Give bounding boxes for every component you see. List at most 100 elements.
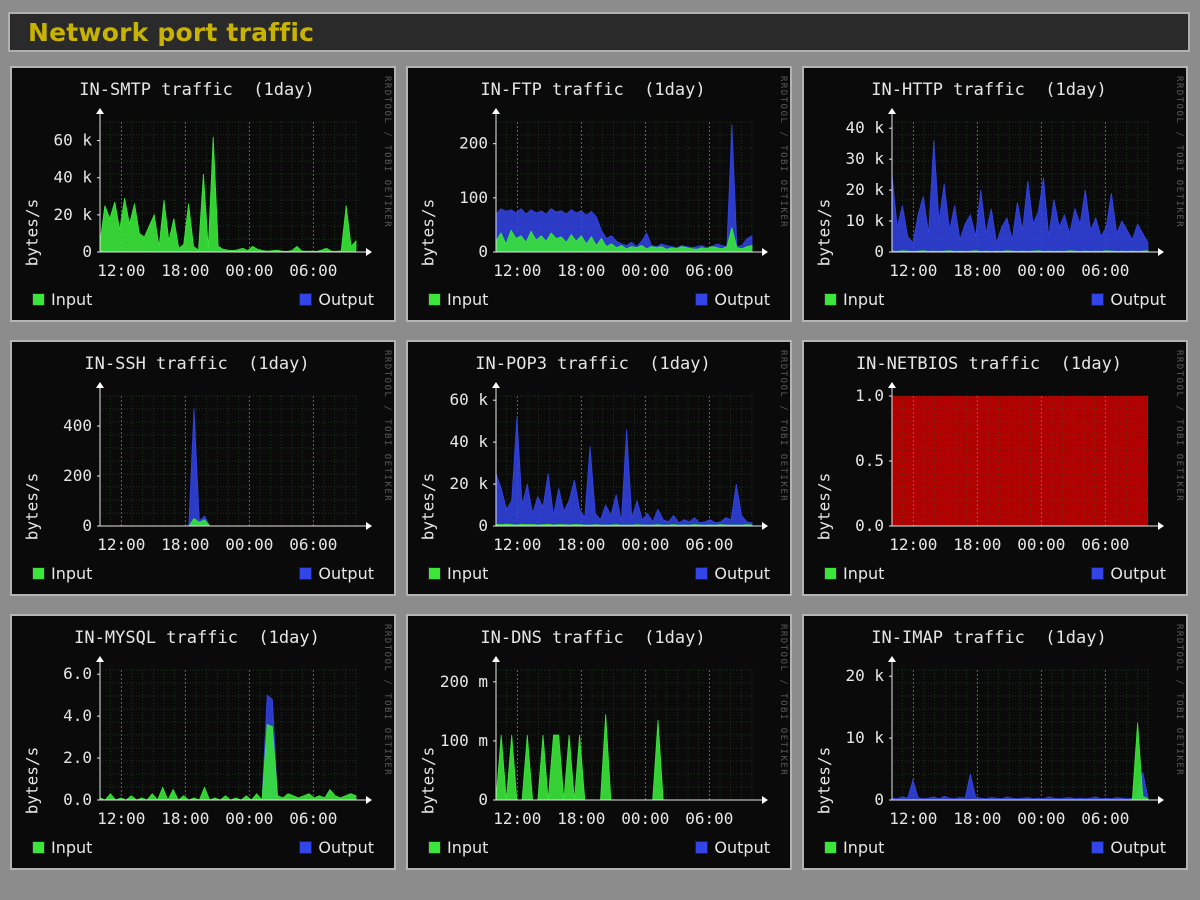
y-tick-label: 0	[874, 242, 884, 261]
chart-title: IN-FTP traffic (1day)	[480, 80, 706, 100]
in-imap-traffic-panel: IN-IMAP traffic (1day) bytes/s RRDTOOL / T…	[802, 614, 1188, 870]
y-tick-label: 20 k	[53, 205, 92, 224]
x-tick-label: 12:00	[889, 809, 937, 828]
y-tick-label: 0.0	[855, 516, 884, 535]
chart-canvas: 0 10 k 20 k 30 k 40 k 12:00 18:00 00:00 06:00	[845, 108, 1164, 280]
y-tick-label: 40 k	[53, 168, 92, 187]
x-tick-label: 18:00	[161, 261, 209, 280]
x-tick-label: 18:00	[557, 809, 605, 828]
x-tick-label: 12:00	[493, 809, 541, 828]
x-tick-label: 00:00	[225, 261, 273, 280]
y-axis-arrow-icon	[888, 382, 896, 388]
legend-output-label: Output	[318, 290, 374, 309]
output-swatch-icon	[299, 293, 313, 306]
y-axis-arrow-icon	[888, 656, 896, 662]
legend-input: Input	[32, 564, 92, 583]
x-tick-label: 06:00	[685, 809, 733, 828]
rrdtool-watermark: RRDTOOL / TOBI OETIKER	[778, 624, 788, 777]
legend-output-label: Output	[714, 564, 770, 583]
y-tick-label: 0	[82, 516, 92, 535]
x-axis-arrow-icon	[366, 796, 372, 804]
output-swatch-icon	[1091, 567, 1105, 580]
input-swatch-icon	[824, 293, 837, 306]
y-tick-label: 0	[478, 790, 488, 809]
x-tick-label: 00:00	[1017, 535, 1065, 554]
legend-output-label: Output	[318, 564, 374, 583]
legend-output: Output	[695, 838, 770, 857]
grid	[495, 669, 753, 801]
input-series-area	[495, 227, 753, 253]
legend-input-label: Input	[843, 564, 885, 583]
legend-output-label: Output	[318, 838, 374, 857]
legend-input-label: Input	[843, 290, 885, 309]
in-dns-traffic-panel: IN-DNS traffic (1day) bytes/s RRDTOOL / TO…	[406, 614, 792, 870]
rrdtool-watermark: RRDTOOL / TOBI OETIKER	[778, 350, 788, 503]
y-axis-arrow-icon	[492, 382, 500, 388]
output-swatch-icon	[695, 841, 709, 854]
input-swatch-icon	[428, 841, 441, 854]
x-tick-label: 12:00	[493, 535, 541, 554]
in-pop3-traffic-panel: IN-POP3 traffic (1day) bytes/s RRDTOOL / T…	[406, 340, 792, 596]
y-tick-label: 30 k	[845, 149, 884, 168]
y-tick-label: 100 m	[440, 731, 488, 750]
chart-title: IN-SSH traffic (1day)	[84, 354, 310, 374]
legend-output-label: Output	[714, 290, 770, 309]
chart-title: IN-IMAP traffic (1day)	[871, 628, 1107, 648]
legend-input-label: Input	[447, 838, 489, 857]
x-axis-arrow-icon	[762, 522, 768, 530]
y-tick-label: 1.0	[855, 386, 884, 405]
legend-input-label: Input	[51, 838, 93, 857]
legend-input: Input	[32, 838, 92, 857]
legend-input-label: Input	[447, 564, 489, 583]
grid	[891, 395, 1149, 527]
input-swatch-icon	[824, 567, 837, 580]
output-series-area	[495, 124, 753, 253]
y-tick-label: 20 k	[845, 180, 884, 199]
legend-output: Output	[1091, 290, 1166, 309]
y-tick-label: 0	[874, 790, 884, 809]
y-tick-label: 10 k	[845, 728, 884, 747]
rrdtool-watermark: RRDTOOL / TOBI OETIKER	[382, 76, 392, 229]
rrdtool-watermark: RRDTOOL / TOBI OETIKER	[778, 76, 788, 229]
legend-input: Input	[32, 290, 92, 309]
x-tick-label: 18:00	[161, 809, 209, 828]
y-tick-label: 0.5	[855, 451, 884, 470]
input-swatch-icon	[32, 841, 45, 854]
y-tick-label: 0	[478, 242, 488, 261]
y-tick-label: 10 k	[845, 211, 884, 230]
x-tick-label: 18:00	[557, 261, 605, 280]
input-series-area	[99, 136, 357, 253]
chart-title: IN-HTTP traffic (1day)	[871, 80, 1107, 100]
input-swatch-icon	[32, 293, 45, 306]
x-tick-label: 00:00	[225, 535, 273, 554]
grid	[495, 121, 753, 253]
y-tick-label: 40 k	[449, 432, 488, 451]
x-tick-label: 12:00	[889, 535, 937, 554]
y-tick-label: 60 k	[449, 390, 488, 409]
chart-canvas: 0.0 0.5 1.0 12:00 18:00 00:00 06:00	[855, 382, 1164, 554]
legend-input: Input	[824, 290, 884, 309]
legend-input-label: Input	[843, 838, 885, 857]
legend-output: Output	[1091, 838, 1166, 857]
input-series-area	[892, 722, 1149, 801]
input-swatch-icon	[32, 567, 45, 580]
legend-input: Input	[824, 838, 884, 857]
legend-output: Output	[299, 838, 374, 857]
chart-canvas: 0 100 m 200 m 12:00 18:00 00:00 06:00	[440, 656, 768, 828]
y-tick-label: 6.0	[63, 664, 92, 683]
chart-title: IN-POP3 traffic (1day)	[475, 354, 711, 374]
output-swatch-icon	[1091, 293, 1105, 306]
y-tick-label: 200	[63, 466, 92, 485]
y-tick-label: 4.0	[63, 706, 92, 725]
x-tick-label: 18:00	[953, 535, 1001, 554]
in-ssh-traffic-panel: IN-SSH traffic (1day) bytes/s RRDTOOL / TO…	[10, 340, 396, 596]
y-tick-label: 40 k	[845, 118, 884, 137]
x-tick-label: 18:00	[953, 261, 1001, 280]
legend-input: Input	[428, 290, 488, 309]
rrdtool-watermark: RRDTOOL / TOBI OETIKER	[382, 350, 392, 503]
x-tick-label: 18:00	[953, 809, 1001, 828]
input-swatch-icon	[824, 841, 837, 854]
y-tick-label: 0	[82, 242, 92, 261]
x-axis-arrow-icon	[1158, 248, 1164, 256]
rrdtool-watermark: RRDTOOL / TOBI OETIKER	[1174, 76, 1184, 229]
